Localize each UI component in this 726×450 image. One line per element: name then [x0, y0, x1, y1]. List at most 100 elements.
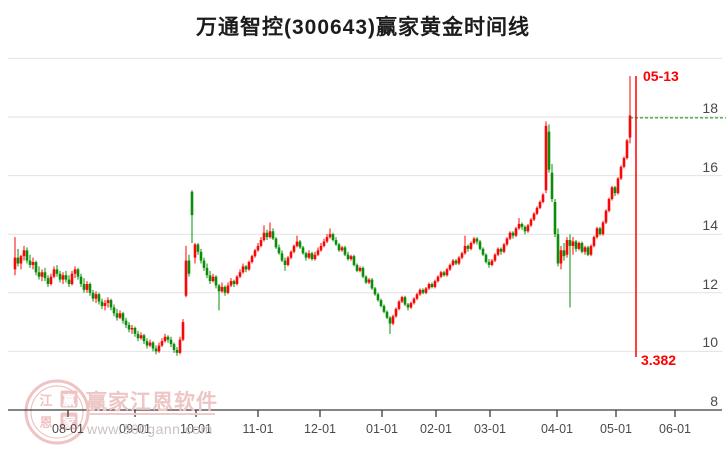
candle-body — [568, 240, 572, 246]
candle-body — [250, 256, 254, 263]
candle-body — [502, 244, 506, 252]
y-axis-label: 12 — [702, 275, 718, 292]
candle-body — [73, 269, 77, 274]
candle-body — [100, 301, 104, 306]
candle-body — [481, 248, 485, 255]
candle-body — [151, 342, 155, 349]
candle-body — [310, 253, 314, 260]
candle-body — [616, 178, 620, 194]
x-axis-label: 03-01 — [474, 422, 506, 436]
candle-body — [268, 231, 272, 238]
candle-body — [67, 279, 71, 285]
candle-body — [517, 223, 521, 229]
candle-body — [436, 276, 440, 282]
candle-body — [583, 247, 587, 252]
candle-body — [88, 284, 92, 293]
candle-body — [16, 257, 20, 264]
candle-body — [604, 210, 608, 223]
candle-body — [592, 237, 596, 246]
candle-body — [373, 288, 377, 295]
candle-body — [475, 238, 479, 242]
x-axis-label: 06-01 — [659, 422, 691, 436]
candle-body — [379, 300, 383, 306]
candle-body — [244, 266, 248, 270]
candle-body — [166, 336, 170, 340]
candle-body — [28, 260, 32, 265]
candle-body — [451, 260, 455, 265]
candle-body — [619, 166, 623, 179]
candle-body — [19, 256, 23, 264]
x-axis-label: 11-01 — [242, 422, 274, 436]
candle-body — [589, 245, 593, 255]
candle-body — [343, 247, 347, 255]
candle-body — [403, 297, 407, 305]
candle-body — [307, 253, 311, 258]
candle-body — [82, 284, 86, 290]
candle-body — [178, 339, 182, 353]
candle-body — [433, 281, 437, 287]
candles-group — [13, 75, 632, 356]
candle-body — [133, 327, 137, 334]
candle-body — [40, 272, 44, 277]
x-axis-label: 05-01 — [600, 422, 632, 436]
candle-body — [532, 213, 536, 220]
candle-body — [487, 262, 491, 265]
candle-body — [598, 228, 602, 235]
candle-body — [445, 269, 449, 276]
candle-body — [52, 269, 56, 277]
candle-body — [301, 247, 305, 254]
candle-body — [496, 248, 500, 255]
candle-body — [541, 194, 545, 202]
candle-body — [232, 281, 236, 285]
svg-text:恩: 恩 — [39, 415, 52, 430]
candle-body — [76, 269, 80, 277]
candle-body — [409, 303, 413, 308]
candle-body — [97, 294, 101, 302]
candle-body — [262, 232, 266, 241]
candle-body — [337, 244, 341, 251]
candle-body — [322, 241, 326, 246]
candle-body — [427, 284, 431, 289]
candle-body — [136, 333, 140, 339]
candle-body — [160, 341, 164, 346]
candle-body — [553, 201, 557, 235]
candle-body — [550, 172, 554, 200]
candle-body — [190, 191, 194, 216]
candle-body — [544, 125, 548, 191]
candle-body — [430, 284, 434, 287]
candle-body — [586, 247, 590, 255]
watermark-brand: 赢家江恩软件 — [86, 391, 218, 414]
x-axis-label: 04-01 — [541, 422, 573, 436]
candle-body — [25, 250, 29, 261]
candle-body — [538, 201, 542, 208]
candle-body — [148, 342, 152, 346]
candle-body — [265, 232, 269, 238]
candle-body — [271, 231, 275, 239]
candle-body — [559, 250, 563, 264]
candle-body — [391, 316, 395, 324]
candle-body — [289, 251, 293, 258]
candle-body — [454, 260, 458, 264]
candle-body — [103, 303, 107, 306]
candle-body — [364, 276, 368, 283]
candle-body — [412, 298, 416, 304]
candle-body — [256, 245, 260, 251]
candle-body — [217, 285, 221, 292]
candle-body — [79, 276, 83, 285]
candle-body — [259, 240, 263, 246]
candle-body — [184, 260, 188, 296]
candle-body — [562, 250, 566, 257]
candle-body — [127, 325, 131, 330]
page-title: 万通智控(300643)赢家黄金时间线 — [195, 16, 531, 39]
candle-body — [514, 228, 518, 236]
watermark-url: www.360gann.com — [87, 421, 213, 437]
candle-body — [202, 260, 206, 268]
candle-body — [223, 286, 227, 293]
candle-body — [370, 279, 374, 289]
candle-body — [277, 247, 281, 254]
candle-body — [193, 244, 197, 258]
candle-body — [280, 253, 284, 261]
candle-body — [205, 267, 209, 276]
